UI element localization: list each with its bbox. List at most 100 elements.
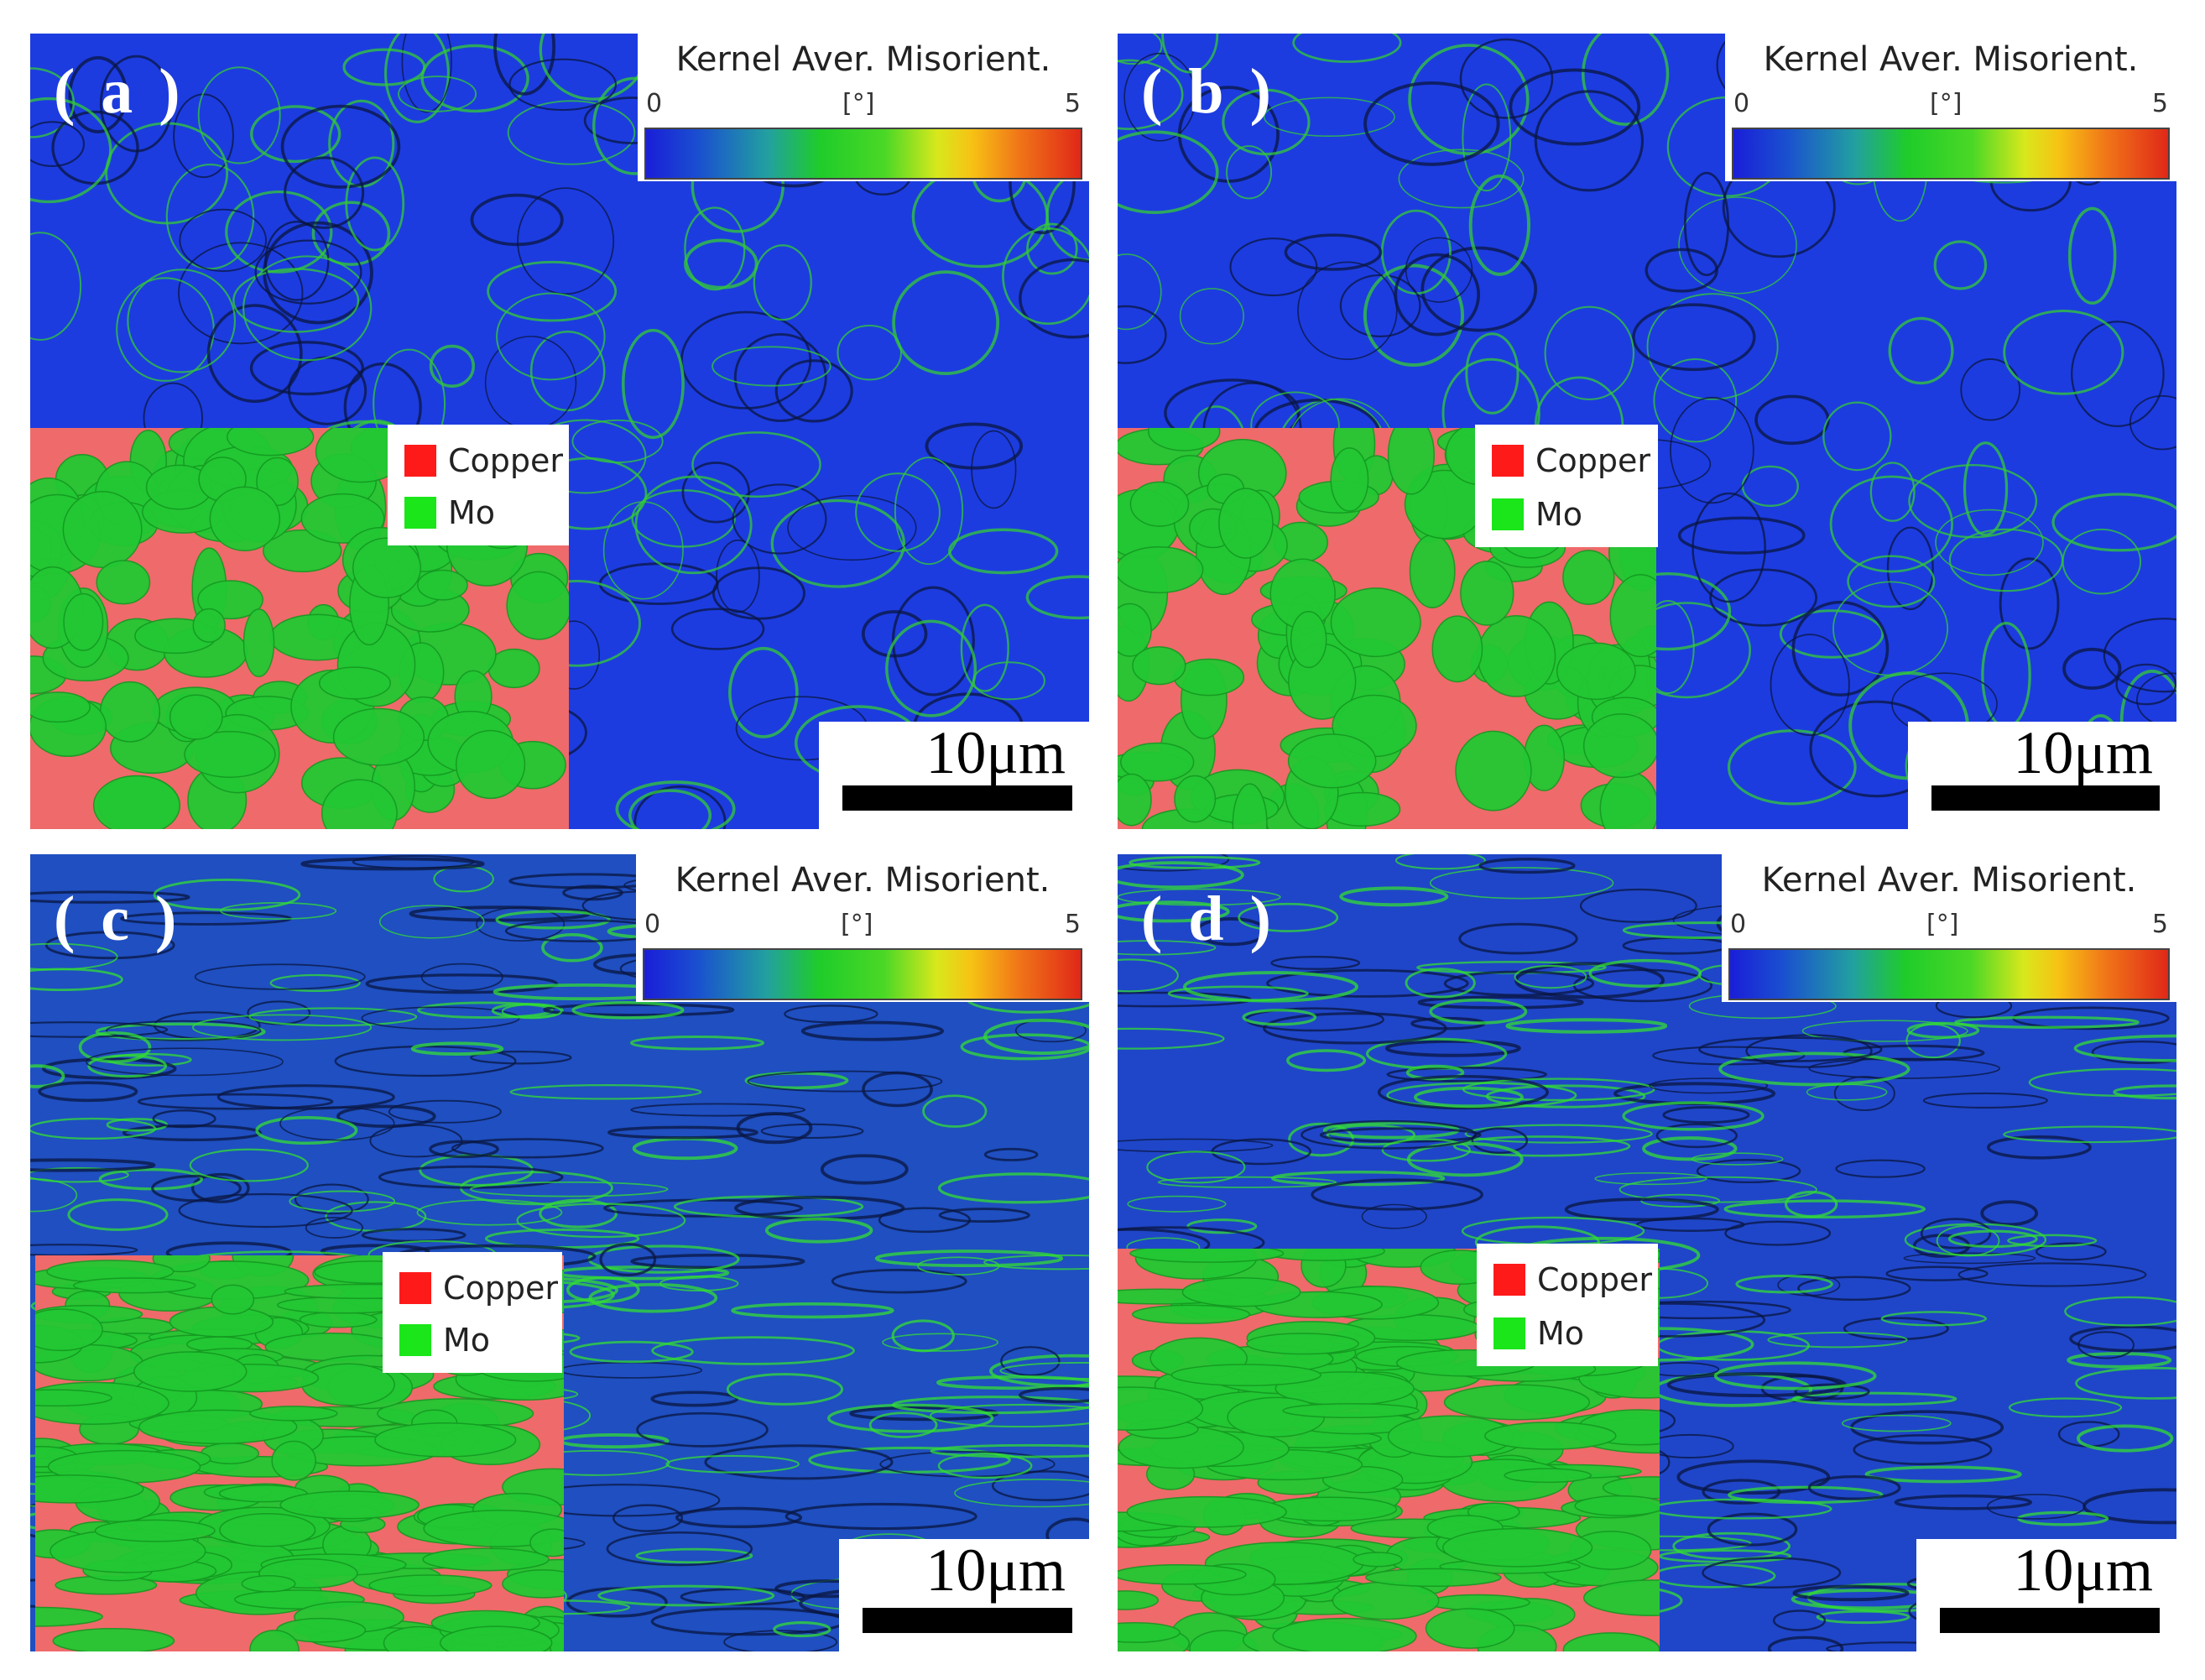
grain-boundary <box>1468 174 1531 276</box>
mo-grain <box>1582 713 1656 779</box>
grain-boundary <box>1464 1124 1653 1144</box>
grain-boundary <box>1514 964 1587 989</box>
mo-grain <box>1504 1468 1592 1484</box>
grain-boundary <box>1211 1138 1311 1166</box>
mo-grain <box>1574 1495 1660 1516</box>
grain-boundary <box>1807 1474 1901 1500</box>
grain-boundary <box>1263 97 1395 137</box>
grain-boundary <box>930 1443 1089 1458</box>
grain-boundary <box>476 906 566 942</box>
grain-boundary <box>68 55 128 133</box>
mo-grain <box>422 1547 550 1572</box>
grain-boundary <box>1662 1106 1750 1124</box>
grain-boundary <box>429 344 475 388</box>
grain-boundary <box>1713 1361 1877 1390</box>
grain-boundary <box>1118 940 1217 956</box>
mo-grain <box>318 666 391 700</box>
grain-boundary <box>87 1054 167 1078</box>
grain-boundary <box>470 1050 572 1065</box>
grain-boundary <box>30 97 112 204</box>
grain-boundary <box>1822 401 1892 472</box>
grain-boundary <box>1933 240 1988 290</box>
mo-grain <box>1170 1364 1321 1386</box>
grain-boundary <box>487 260 618 322</box>
grain-boundary <box>280 104 401 189</box>
mo-swatch <box>1493 1317 1525 1349</box>
grain-boundary <box>1544 305 1635 400</box>
colorbar-max: 5 <box>2151 89 2168 118</box>
grain-boundary <box>1242 1009 1317 1026</box>
mo-grain <box>1460 561 1514 626</box>
grain-boundary <box>929 1403 1089 1428</box>
mo-grain <box>1126 1495 1287 1528</box>
grain-boundary <box>451 1138 604 1159</box>
mo-grain <box>1272 1617 1417 1651</box>
grain-boundary <box>892 270 1000 376</box>
mo-grain <box>241 1574 296 1593</box>
mo-grain <box>1174 775 1217 823</box>
grain-boundary <box>2069 1325 2176 1353</box>
mo-grain <box>1330 587 1421 658</box>
phase-legend-d: Copper Mo <box>1477 1244 1658 1366</box>
grain-boundary <box>773 1621 831 1638</box>
mo-grain <box>1132 646 1186 686</box>
scale-bar-line <box>842 785 1072 811</box>
mo-grain <box>96 560 151 605</box>
grain-boundary <box>991 1470 1089 1501</box>
grain-boundary <box>1622 1101 1765 1131</box>
mo-grain <box>279 1490 420 1520</box>
colorbar-a: Kernel Aver. Misorient. 0 [°] 5 <box>638 34 1089 181</box>
grain-boundary <box>1678 196 1797 295</box>
grain-boundary <box>894 457 964 566</box>
grain-boundary <box>1880 1311 1987 1327</box>
grain-boundary <box>1794 1383 1870 1401</box>
copper-swatch <box>404 445 436 477</box>
colorbar-max: 5 <box>1064 89 1081 118</box>
grain-boundary <box>1420 246 1538 332</box>
grain-boundary <box>938 1208 1030 1223</box>
grain-boundary <box>1405 968 1476 999</box>
grain-boundary <box>2067 1352 2172 1369</box>
legend-mo-label: Mo <box>443 1322 491 1359</box>
mo-swatch <box>404 497 436 529</box>
grain-boundary <box>1724 1220 1832 1246</box>
grain-boundary <box>225 190 333 274</box>
grain-boundary <box>716 539 760 613</box>
mo-swatch <box>1492 498 1524 530</box>
grain-boundary <box>1339 886 1449 907</box>
grain-boundary <box>1672 1531 1791 1561</box>
mo-grain <box>417 569 468 601</box>
grain-boundary <box>1841 1414 1952 1432</box>
grain-boundary <box>1462 83 1512 192</box>
grain-boundary <box>1853 1434 1993 1466</box>
grain-boundary <box>1222 88 1311 156</box>
grain-boundary <box>429 1140 499 1159</box>
grain-boundary <box>30 942 118 971</box>
grain-boundary <box>1632 303 1756 372</box>
grain-boundary <box>1127 1195 1227 1213</box>
grain-boundary <box>30 1064 65 1088</box>
grain-boundary <box>2062 647 2122 690</box>
mo-grain <box>209 486 281 551</box>
colorbar-b: Kernel Aver. Misorient. 0 [°] 5 <box>1725 34 2176 181</box>
grain-boundary <box>868 1411 938 1438</box>
mo-grain <box>321 779 398 829</box>
grain-boundary <box>808 1446 1011 1474</box>
grain-boundary <box>1123 52 1196 142</box>
grain-boundary <box>1709 568 1818 627</box>
grain-boundary <box>1429 867 1614 900</box>
grain-boundary <box>345 156 405 252</box>
grain-boundary <box>469 1181 669 1197</box>
grain-boundary <box>1908 463 2038 539</box>
mo-grain <box>529 1528 564 1557</box>
legend-copper-label: Copper <box>443 1270 559 1307</box>
grain-boundary <box>684 238 758 290</box>
mo-grain <box>1148 428 1221 451</box>
grain-boundary <box>508 58 618 112</box>
colorbar-title: Kernel Aver. Misorient. <box>675 861 1050 900</box>
mo-grain <box>138 1409 298 1444</box>
grain-boundary <box>1377 1074 1549 1110</box>
grain-boundary <box>1019 258 1089 339</box>
grain-boundary <box>606 1531 753 1567</box>
grain-boundary <box>254 239 362 305</box>
